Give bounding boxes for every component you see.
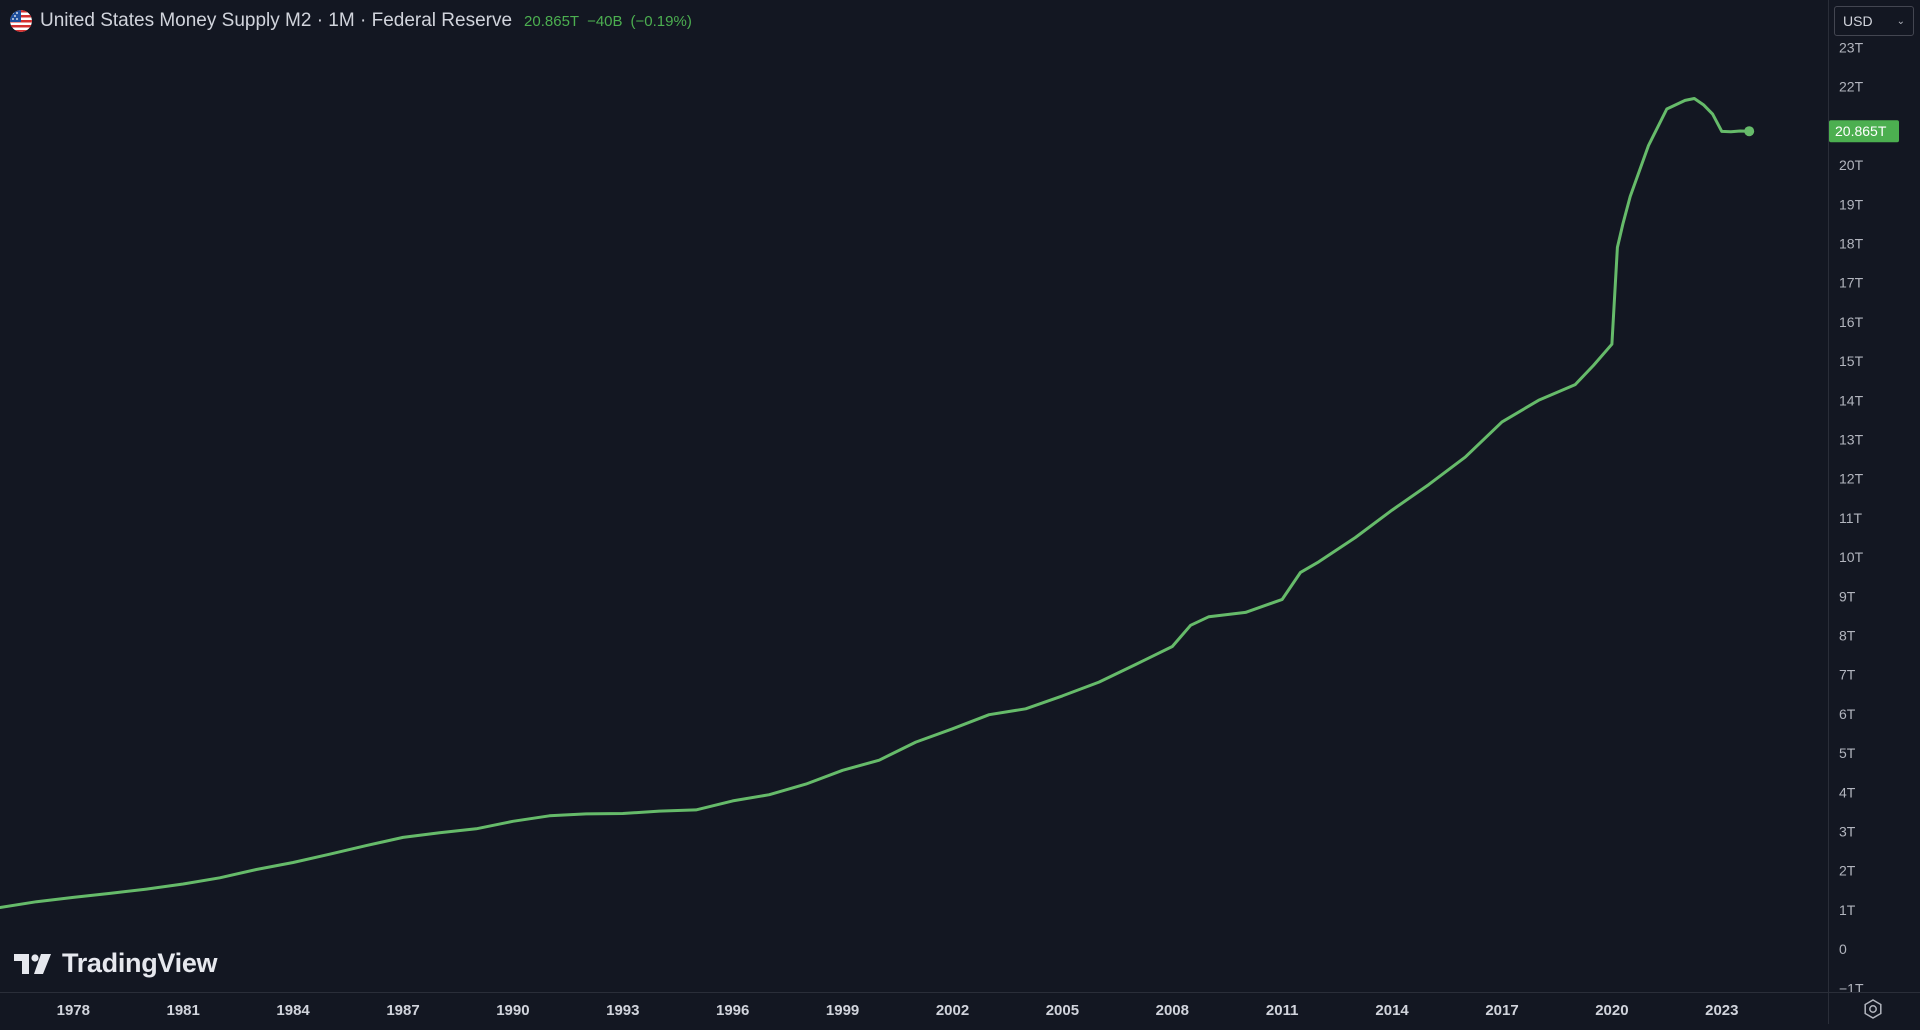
- time-axis-labels: 1978 1981 1984 1987 1990 1993 1996 1999 2002 2005…: [57, 1002, 1739, 1019]
- last-point-marker: [1744, 126, 1755, 137]
- tradingview-logo-icon: [14, 953, 51, 974]
- y-tick-label: 6T: [1839, 706, 1856, 722]
- axis-corner: [1828, 992, 1920, 1024]
- currency-label: USD: [1843, 13, 1873, 29]
- x-tick-label: 2002: [936, 1002, 969, 1019]
- x-tick-label: 2020: [1595, 1002, 1628, 1019]
- y-tick-label: −1T: [1839, 980, 1864, 992]
- x-tick-label: 1984: [276, 1002, 310, 1019]
- x-tick-label: 1978: [57, 1002, 90, 1019]
- last-value-label-text: 20.865T: [1835, 123, 1887, 139]
- y-tick-label: 2T: [1839, 863, 1856, 879]
- y-tick-label: 11T: [1839, 510, 1863, 526]
- line-chart: [0, 97, 1755, 909]
- tradingview-logo[interactable]: TradingView: [14, 948, 218, 979]
- y-tick-label: 15T: [1839, 353, 1864, 369]
- x-tick-label: 1987: [386, 1002, 419, 1019]
- x-tick-label: 1993: [606, 1002, 639, 1019]
- y-tick-label: 18T: [1839, 236, 1864, 252]
- y-tick-label: 3T: [1839, 824, 1856, 840]
- y-tick-label: 14T: [1839, 392, 1864, 408]
- y-tick-label: 8T: [1839, 628, 1856, 644]
- logo-text: TradingView: [62, 948, 218, 978]
- price-axis[interactable]: 23T22T21T20T19T18T17T16T15T14T13T12T11T1…: [1828, 0, 1920, 996]
- y-tick-label: 12T: [1839, 471, 1864, 487]
- symbol-legend[interactable]: United States Money Supply M2 · 1M · Fed…: [10, 8, 692, 34]
- x-tick-label: 2011: [1266, 1002, 1299, 1019]
- x-tick-label: 2005: [1046, 1002, 1079, 1019]
- x-tick-label: 2023: [1705, 1002, 1738, 1019]
- us-flag-icon: [10, 10, 32, 32]
- y-tick-label: 7T: [1839, 667, 1856, 683]
- chevron-down-icon: ⌄: [1896, 15, 1905, 27]
- time-axis[interactable]: 1978 1981 1984 1987 1990 1993 1996 1999 2002 2005…: [0, 992, 1828, 1024]
- y-tick-label: 22T: [1839, 79, 1864, 95]
- y-tick-label: 1T: [1839, 902, 1856, 918]
- price-axis-labels: 23T22T21T20T19T18T17T16T15T14T13T12T11T1…: [1829, 40, 1899, 996]
- y-tick-label: 0: [1839, 941, 1847, 957]
- x-tick-label: 1990: [496, 1002, 529, 1019]
- y-tick-label: 20T: [1839, 157, 1864, 173]
- y-tick-label: 23T: [1839, 40, 1864, 56]
- y-tick-label: 16T: [1839, 314, 1864, 330]
- symbol-title[interactable]: United States Money Supply M2 · 1M · Fed…: [40, 10, 513, 31]
- y-tick-label: 17T: [1839, 275, 1864, 291]
- currency-select[interactable]: USD ⌄: [1834, 6, 1914, 36]
- last-value: 20.865T: [524, 12, 580, 30]
- x-tick-label: 2017: [1485, 1002, 1518, 1019]
- y-tick-label: 13T: [1839, 432, 1864, 448]
- change-percent: (−0.19%): [630, 12, 692, 30]
- x-tick-label: 1999: [826, 1002, 859, 1019]
- legend-values: 20.865T −40B (−0.19%): [524, 13, 692, 30]
- series-line-m2: [0, 97, 1751, 909]
- change-value: −40B: [587, 12, 623, 30]
- y-tick-label: 9T: [1839, 588, 1856, 604]
- x-tick-label: 1996: [716, 1002, 749, 1019]
- chart-pane[interactable]: [0, 0, 1828, 992]
- settings-gear-icon[interactable]: [1862, 998, 1884, 1020]
- x-tick-label: 2008: [1156, 1002, 1189, 1019]
- y-tick-label: 5T: [1839, 745, 1856, 761]
- y-tick-label: 4T: [1839, 784, 1856, 800]
- y-tick-label: 19T: [1839, 196, 1864, 212]
- x-tick-label: 2014: [1375, 1002, 1409, 1019]
- x-tick-label: 1981: [167, 1002, 200, 1019]
- y-tick-label: 10T: [1839, 549, 1864, 565]
- last-value-label: 20.865T: [1829, 120, 1899, 143]
